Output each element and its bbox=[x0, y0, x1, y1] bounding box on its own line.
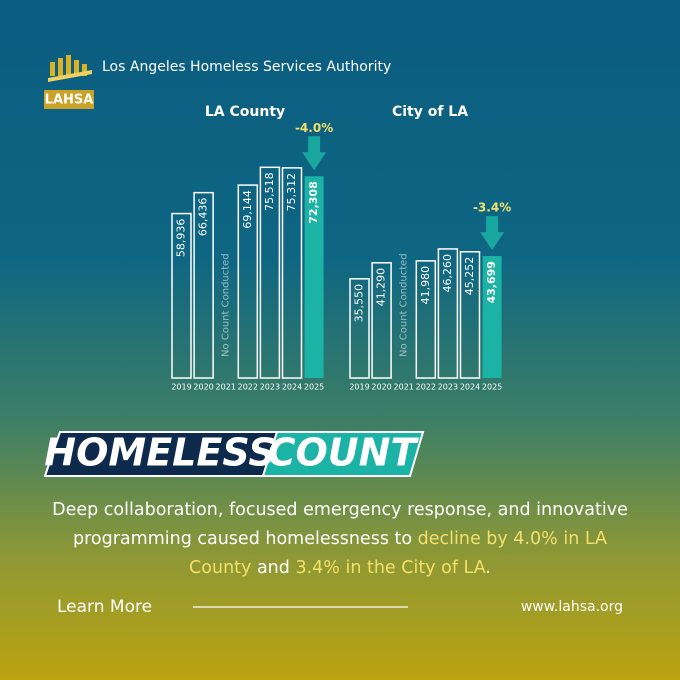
banner-word: COUNT bbox=[268, 431, 420, 475]
value-label: 72,308 bbox=[307, 181, 320, 223]
value-label: 45,252 bbox=[463, 257, 476, 296]
gap-label: No Count Conducted bbox=[399, 253, 410, 357]
bar bbox=[237, 184, 259, 379]
bar bbox=[349, 278, 370, 379]
bar bbox=[459, 250, 481, 379]
value-label: 58,936 bbox=[175, 219, 188, 257]
organization-name: Los Angeles Homeless Services Authority bbox=[102, 59, 391, 75]
value-label: 35,550 bbox=[353, 284, 366, 323]
change-label: -3.4% bbox=[473, 201, 511, 215]
value-label: 75,312 bbox=[285, 173, 298, 212]
x-tick-label: 2024 bbox=[460, 383, 480, 392]
bar bbox=[371, 262, 392, 379]
x-tick-label: 2023 bbox=[438, 383, 458, 392]
bar bbox=[304, 176, 324, 378]
logo-icon bbox=[48, 55, 92, 82]
x-tick-label: 2019 bbox=[171, 383, 191, 392]
bar bbox=[415, 260, 437, 379]
x-tick-label: 2024 bbox=[282, 383, 302, 392]
bar bbox=[281, 167, 303, 379]
value-label: 41,290 bbox=[375, 268, 388, 307]
logo-text: LAHSA bbox=[45, 93, 94, 108]
change-arrow bbox=[480, 216, 505, 251]
bar bbox=[482, 256, 502, 378]
bar bbox=[171, 212, 192, 379]
x-tick-label: 2019 bbox=[349, 383, 369, 392]
logo-badge bbox=[44, 90, 94, 109]
highlight-text: decline by 4.0% in LA County bbox=[189, 529, 607, 578]
banner-right bbox=[261, 431, 425, 477]
value-label: 66,436 bbox=[197, 198, 210, 237]
value-label: 41,980 bbox=[419, 266, 432, 305]
x-tick-label: 2025 bbox=[304, 383, 324, 392]
value-label: 46,260 bbox=[441, 254, 454, 293]
value-label: 69,144 bbox=[241, 190, 254, 229]
x-tick-label: 2020 bbox=[371, 383, 391, 392]
chart-title: LA County bbox=[205, 104, 285, 120]
url[interactable]: www.lahsa.org bbox=[521, 599, 623, 615]
body-text: Deep collaboration, focused emergency re… bbox=[50, 496, 630, 583]
bar bbox=[437, 248, 459, 379]
x-tick-label: 2021 bbox=[216, 383, 236, 392]
bar bbox=[259, 166, 281, 379]
x-tick-label: 2022 bbox=[238, 383, 258, 392]
gap-label: No Count Conducted bbox=[221, 253, 232, 357]
value-label: 43,699 bbox=[485, 261, 498, 303]
bar bbox=[193, 191, 214, 379]
value-label: 75,518 bbox=[263, 172, 276, 211]
x-tick-label: 2023 bbox=[260, 383, 280, 392]
x-tick-label: 2022 bbox=[416, 383, 436, 392]
change-arrow bbox=[302, 136, 327, 171]
charts: LA County 2019 58,936 2020 66,436 2021 No Coun… bbox=[171, 104, 511, 392]
body-segment: Deep collaboration, focused emergency re… bbox=[52, 500, 628, 549]
highlight-text: 3.4% in the City of LA bbox=[295, 558, 486, 578]
body-segment: and bbox=[251, 558, 296, 578]
banner-word: HOMELESS bbox=[44, 431, 275, 475]
change-label: -4.0% bbox=[295, 121, 333, 135]
x-tick-label: 2020 bbox=[193, 383, 213, 392]
chart-title: City of LA bbox=[392, 104, 468, 120]
x-tick-label: 2021 bbox=[394, 383, 414, 392]
x-tick-label: 2025 bbox=[482, 383, 502, 392]
body-segment: . bbox=[485, 558, 491, 578]
learn-more[interactable]: Learn More bbox=[57, 597, 152, 617]
